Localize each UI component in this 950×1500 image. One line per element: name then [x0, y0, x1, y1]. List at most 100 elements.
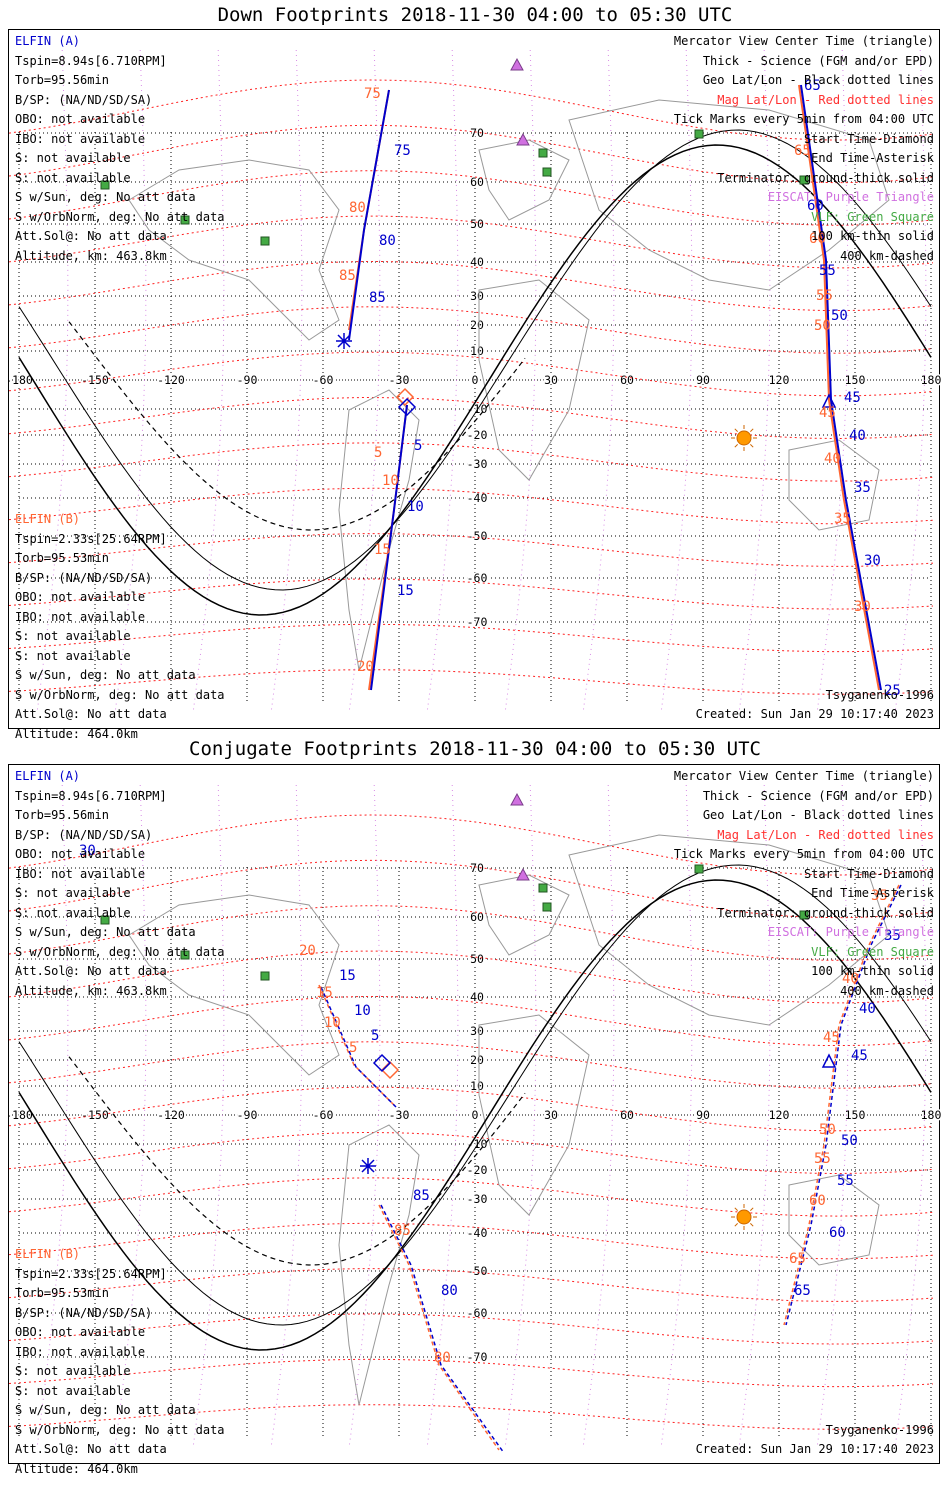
elfin-b-line: Att.Sol@: No att data — [15, 707, 167, 721]
lat-tick-label: -60 — [467, 1306, 488, 1320]
lat-tick-label: 70 — [470, 126, 484, 140]
mag-lat-line — [9, 1086, 934, 1132]
coastline — [788, 1174, 880, 1266]
elfin-b-tick-label: 55 — [814, 1151, 831, 1167]
elfin-a-line: S: not available — [15, 170, 131, 185]
legend-line: 100 km-thin solid — [811, 229, 934, 243]
elfin-b-tick-label: 15 — [374, 542, 391, 558]
elfin-a-track — [370, 404, 408, 691]
elfin-a-line: Att.Sol@: No att data — [15, 964, 167, 978]
vlf-marker — [538, 148, 548, 158]
coastline — [128, 159, 340, 341]
lat-tick-label: 20 — [470, 1053, 484, 1067]
lat-tick-label: -70 — [467, 1350, 488, 1364]
sun-ray — [750, 428, 754, 432]
terminator-400km — [68, 321, 526, 531]
elfin-a-tick-label: 45 — [851, 1048, 868, 1064]
elfin-b-tick-label: 5 — [349, 1040, 357, 1056]
coastline — [568, 834, 890, 1026]
elfin-a-line: Tspin=8.94s[6.710RPM] — [15, 788, 167, 803]
coastline — [478, 279, 590, 481]
mag-lon-line — [348, 784, 381, 1446]
elfin-b-legend: ELFIN (B) Tspin=2.33s[25.64RPM] Torb=95.53… — [15, 1245, 225, 1479]
elfin-a-tick-label: 35 — [854, 480, 871, 496]
lon-tick-label: 150 — [845, 1108, 866, 1122]
lon-tick-label: -60 — [313, 373, 334, 387]
legend-line: Tick Marks every 5min from 04:00 UTC — [673, 112, 934, 126]
elfin-a-tick-label: 65 — [804, 78, 821, 94]
mag-lat-line — [9, 1358, 934, 1388]
legend-line: Thick - Science (FGM and/or EPD) — [702, 53, 934, 68]
sun-ray — [750, 444, 754, 448]
sun-ray — [734, 1223, 738, 1227]
elfin-a-tick-label: 40 — [859, 1001, 876, 1017]
map-frame-down: -180-150-120-90-60-300306090120150180706… — [8, 29, 941, 741]
elfin-b-line: S w/Sun, deg: No att data — [15, 668, 196, 682]
legend-line: Terminator: ground-thick solid — [717, 905, 934, 920]
elfin-a-line: ELFIN (A) — [15, 34, 81, 48]
elfin-a-tick-label: 60 — [807, 198, 824, 214]
created-label: Created: Sun Jan 29 10:17:40 2023 — [695, 707, 934, 721]
elfin-b-tick-label: 80 — [349, 200, 366, 216]
lon-tick-label: -60 — [313, 1108, 334, 1122]
lat-tick-label: -50 — [467, 1264, 488, 1278]
elfin-a-tick-label: 15 — [339, 968, 356, 984]
mag-lat-line — [9, 1131, 934, 1175]
map-canvas-down: -180-150-120-90-60-300306090120150180706… — [9, 49, 941, 711]
mag-lon-line — [192, 49, 225, 711]
legend-line: Mercator View Center Time (triangle) — [673, 34, 934, 48]
elfin-a-tick-label: 85 — [413, 1188, 430, 1204]
coastline — [338, 1124, 420, 1406]
mag-lat-line — [9, 396, 934, 440]
elfin-b-tick-label: 80 — [434, 1350, 451, 1366]
elfin-a-tick-label: 50 — [831, 308, 848, 324]
lon-tick-label: 180 — [921, 373, 941, 387]
elfin-b-tick-label: 60 — [809, 231, 826, 247]
legend-line: Start Time-Diamond — [803, 866, 934, 881]
mag-lon-line — [270, 784, 303, 1446]
elfin-b-line: Altitude: 464.0km — [15, 1461, 138, 1476]
elfin-b-tick-label: 45 — [823, 1030, 840, 1046]
elfin-b-tick-label: 75 — [364, 86, 381, 102]
mag-lat-line — [9, 442, 934, 482]
elfin-b-line: Torb=95.53min — [15, 1286, 109, 1300]
end-marker-a — [360, 1158, 376, 1174]
vlf-marker — [100, 915, 110, 925]
elfin-a-tick-label: 30 — [864, 553, 881, 569]
elfin-a-line: ELFIN (A) — [15, 769, 81, 783]
eiscat-marker — [510, 57, 524, 71]
elfin-a-line: Att.Sol@: No att data — [15, 229, 167, 243]
mag-lat-line — [9, 306, 934, 354]
vlf-marker — [538, 883, 548, 893]
elfin-a-track — [320, 986, 397, 1108]
elfin-a-line: B/SP: (NA/ND/SD/SA) — [15, 92, 153, 107]
legend-line: VLF: Green Square — [811, 209, 934, 224]
vlf-marker — [180, 950, 190, 960]
elfin-b-tick-label: 30 — [854, 599, 871, 615]
elfin-a-tick-label: 55 — [819, 263, 836, 279]
vlf-marker — [799, 910, 809, 920]
legend-line: End Time-Asterisk — [811, 886, 934, 900]
legend-line: Terminator: ground-thick solid — [717, 170, 934, 185]
map-legend: Mercator View Center Time (triangle) Thic… — [674, 767, 934, 1001]
map-frame-conjugate: -180-150-120-90-60-300306090120150180706… — [8, 764, 941, 1476]
coastline — [478, 1014, 590, 1216]
legend-line: Geo Lat/Lon - Black dotted lines — [702, 808, 934, 822]
lat-tick-label: -20 — [467, 1163, 488, 1177]
legend-line: Mercator View Center Time (triangle) — [673, 769, 934, 783]
lon-tick-label: 150 — [845, 373, 866, 387]
elfin-b-tick-label: 60 — [809, 1193, 826, 1209]
legend-line: Thick - Science (FGM and/or EPD) — [702, 788, 934, 803]
vlf-marker — [542, 167, 552, 177]
elfin-b-tick-label: 40 — [842, 971, 859, 987]
elfin-b-line: ELFIN (B) — [15, 1247, 81, 1261]
sun-icon — [736, 430, 752, 446]
vlf-marker — [100, 180, 110, 190]
model-label: Tsyganenko-1996 — [825, 1423, 934, 1437]
elfin-a-line: S w/Sun, deg: No att data — [15, 925, 196, 939]
sun-ray — [734, 444, 738, 448]
mag-lat-line — [9, 170, 934, 226]
eiscat-marker — [510, 792, 524, 806]
mag-lon-line — [114, 49, 147, 711]
mag-lon-line — [504, 784, 537, 1446]
